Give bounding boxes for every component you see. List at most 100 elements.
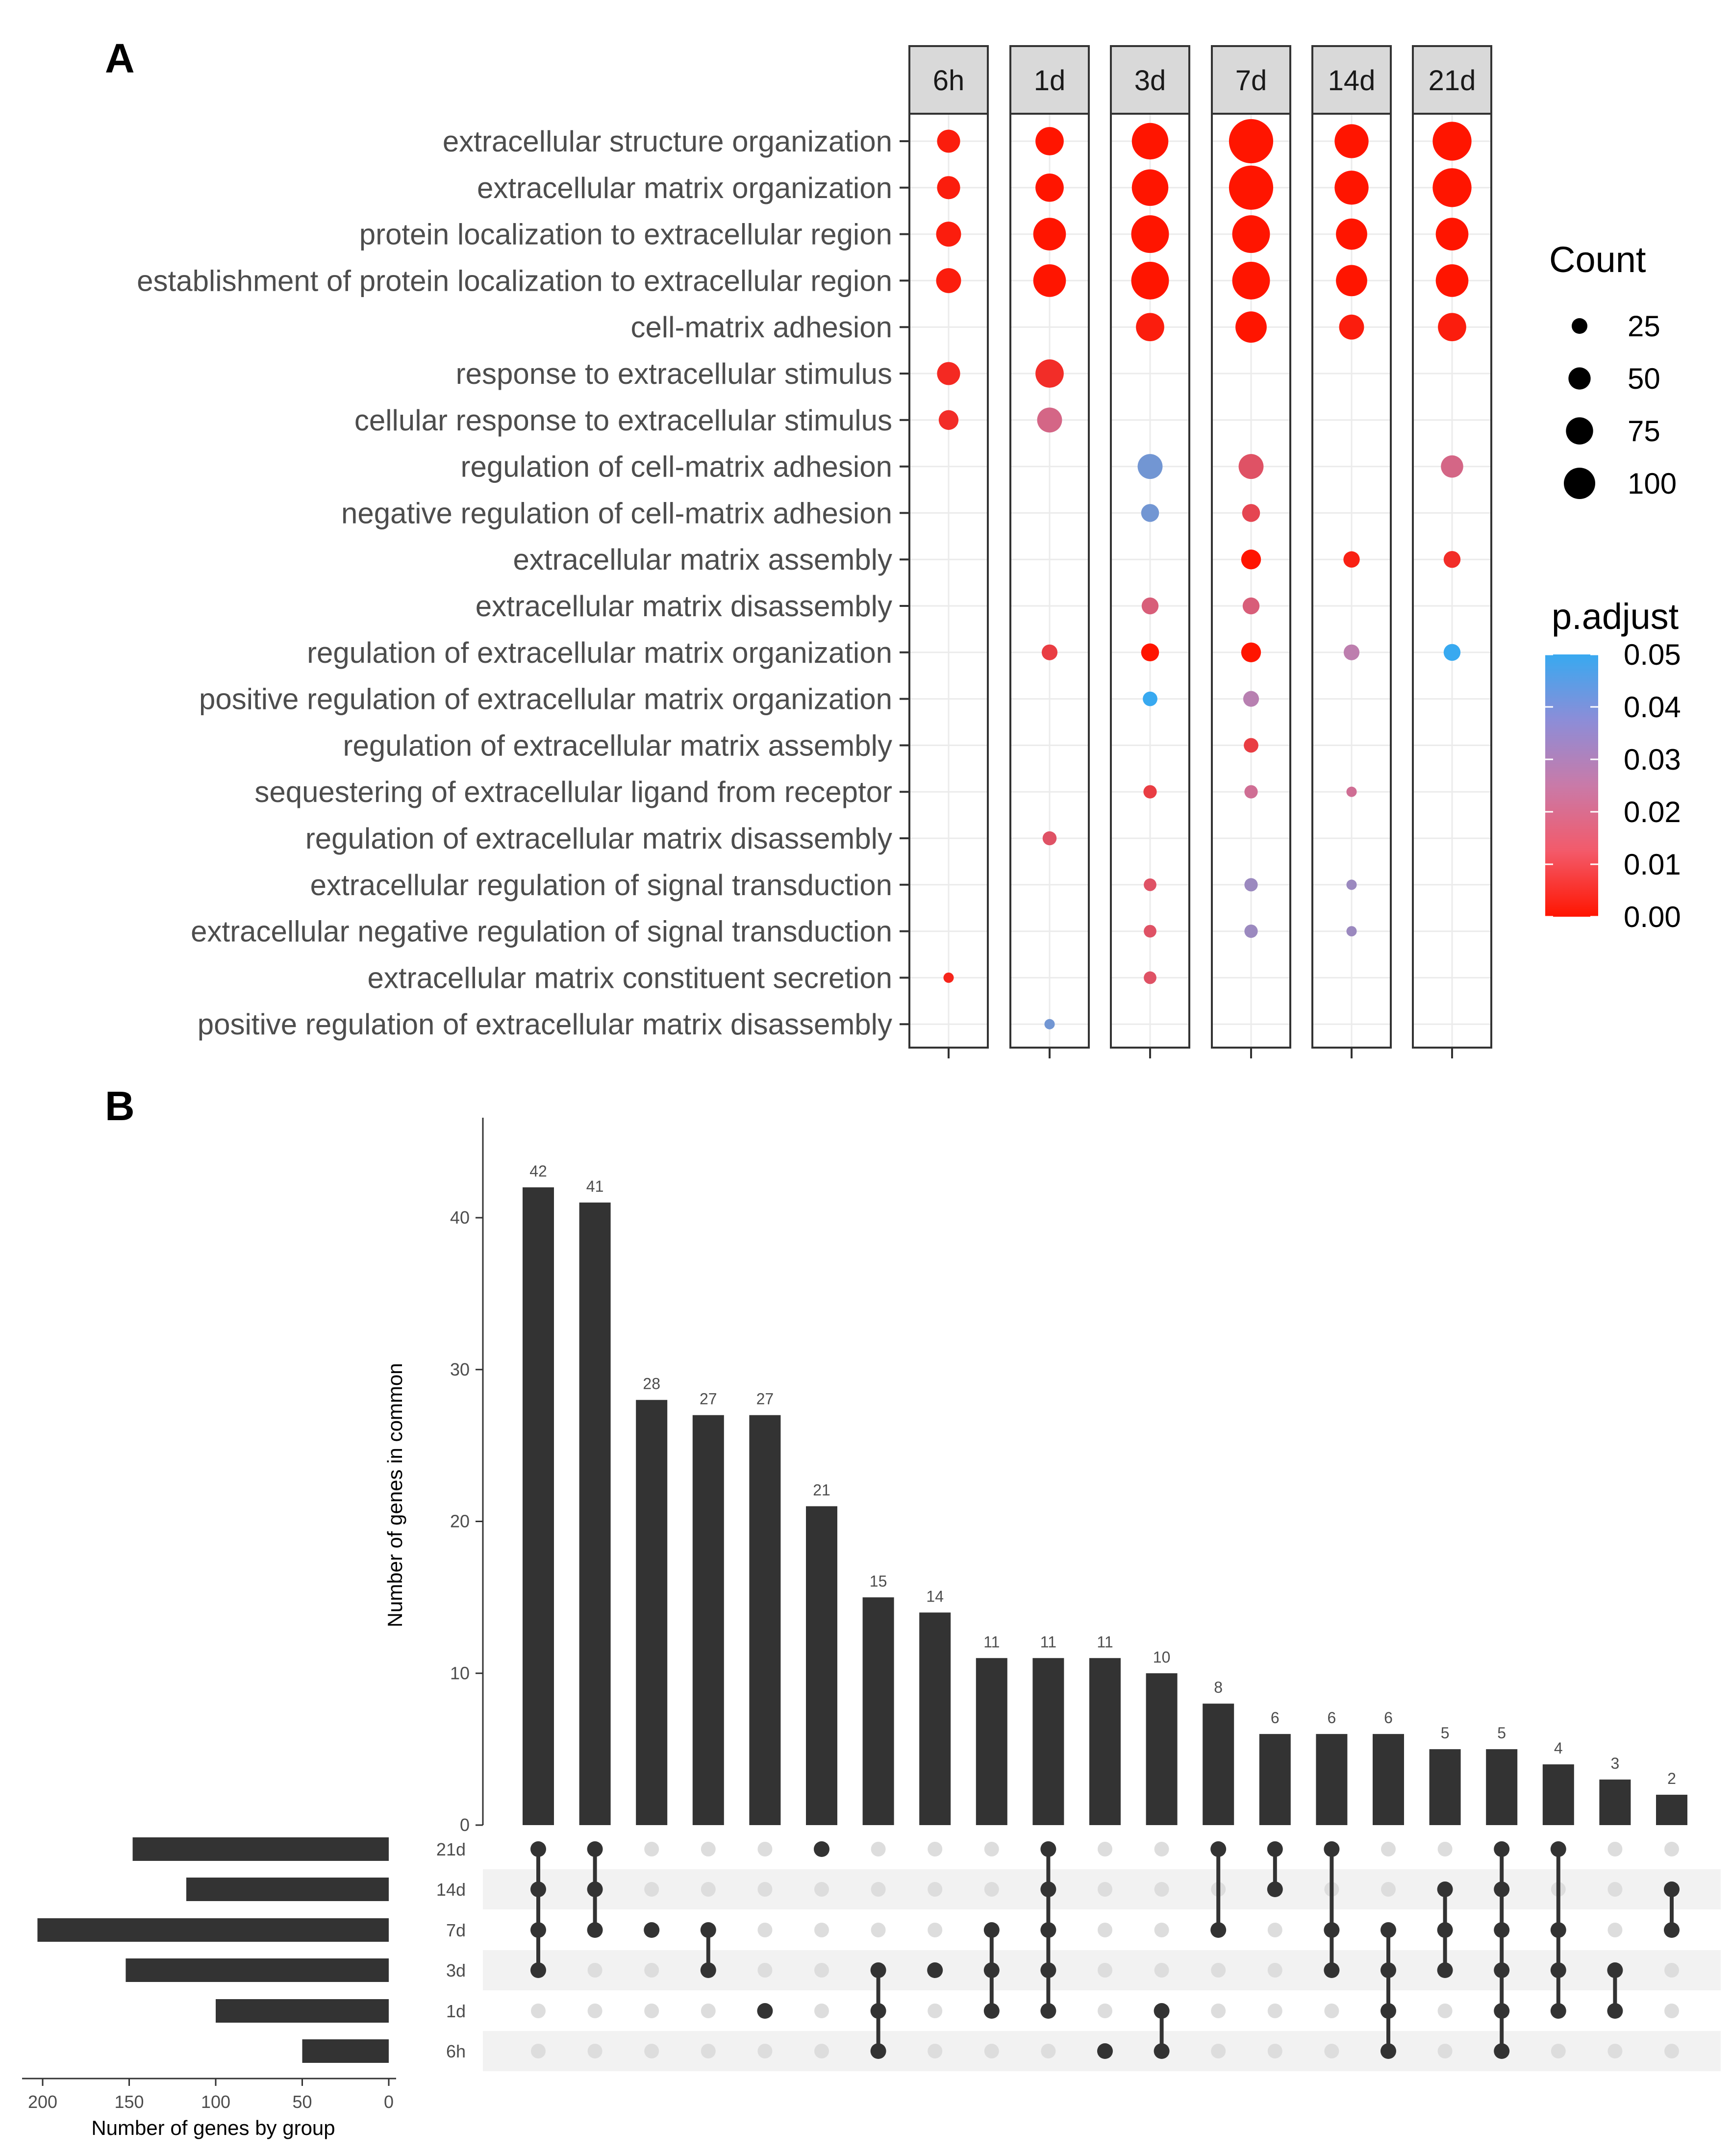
matrix-dot-empty <box>1154 1882 1169 1897</box>
dot-point <box>1435 264 1469 297</box>
dot-point <box>1244 785 1258 799</box>
count-legend-label: 25 <box>1628 310 1660 343</box>
matrix-dot-empty <box>1607 2044 1623 2058</box>
matrix-dot-empty <box>1324 2044 1339 2058</box>
dot-point <box>1042 831 1057 846</box>
set-axis-title: Number of genes by group <box>91 2116 335 2139</box>
matrix-dot-empty <box>587 2044 602 2058</box>
intersection-bar-label: 2 <box>1667 1770 1676 1787</box>
dot-point <box>1137 454 1163 479</box>
matrix-dot-filled <box>1664 1922 1680 1938</box>
count-legend-dot <box>1568 367 1591 390</box>
matrix-dot-filled <box>1550 1962 1566 1978</box>
facet-label: 7d <box>1235 65 1267 97</box>
matrix-dot-filled <box>870 1962 886 1978</box>
dot-point <box>1141 643 1159 662</box>
term-label: extracellular matrix disassembly <box>476 590 892 623</box>
intersection-bar <box>1316 1734 1348 1825</box>
matrix-dot-empty <box>1267 2004 1282 2018</box>
intersection-bar <box>1032 1658 1064 1825</box>
y-tick-label: 10 <box>450 1663 470 1683</box>
intersection-bar-label: 5 <box>1441 1724 1450 1742</box>
matrix-dot-filled <box>1494 2043 1510 2059</box>
count-legend-label: 75 <box>1628 415 1660 448</box>
intersection-bar <box>1599 1780 1631 1825</box>
p-adjust-legend-label: 0.02 <box>1624 796 1681 828</box>
p-adjust-colorbar <box>1545 654 1598 917</box>
term-label: establishment of protein localization to… <box>137 264 892 297</box>
matrix-dot-empty <box>1154 1963 1169 1978</box>
facet-strip <box>1311 45 1392 115</box>
intersection-bar <box>1486 1749 1518 1825</box>
dot-point <box>1334 124 1369 158</box>
count-legend-dot <box>1572 318 1587 334</box>
dot-point <box>1229 119 1274 164</box>
dot-point <box>1241 550 1261 570</box>
matrix-dot-filled <box>1040 1922 1056 1938</box>
matrix-dot-filled <box>1040 2003 1056 2019</box>
matrix-dot-filled <box>1437 1962 1453 1978</box>
matrix-dot-filled <box>1437 1881 1453 1897</box>
matrix-dot-empty <box>587 2004 602 2018</box>
p-adjust-legend-label: 0.00 <box>1624 901 1681 933</box>
facet-label: 21d <box>1429 65 1476 97</box>
matrix-dot-filled <box>1210 1841 1227 1857</box>
intersection-bar <box>862 1597 894 1825</box>
matrix-dot-empty <box>928 1842 943 1856</box>
matrix-dot-empty <box>1098 1963 1112 1978</box>
matrix-dot-empty <box>531 2004 546 2018</box>
p-adjust-legend-label: 0.05 <box>1624 638 1681 671</box>
matrix-dot-empty <box>1267 2044 1282 2058</box>
dot-point <box>1336 218 1367 250</box>
matrix-dot-filled <box>530 1922 546 1938</box>
intersection-bar <box>1656 1795 1687 1825</box>
matrix-dot-filled <box>870 2003 886 2019</box>
term-label: extracellular regulation of signal trans… <box>310 869 892 902</box>
dot-point <box>937 129 960 153</box>
intersection-bar <box>749 1415 781 1825</box>
matrix-dot-empty <box>1154 1923 1169 1937</box>
p-adjust-legend-label: 0.03 <box>1624 743 1681 776</box>
matrix-dot-empty <box>814 1923 829 1937</box>
facet-label: 14d <box>1328 65 1376 97</box>
matrix-dot-filled <box>983 2003 1000 2019</box>
intersection-bars: 42 41 28 27 27 21 15 14 11 11 11 10 8 6 6 6 5 5 4 3 2 <box>523 1162 1687 1825</box>
set-label: 7d <box>446 1920 466 1940</box>
term-label: negative regulation of cell-matrix adhes… <box>341 497 892 529</box>
dot-point <box>1131 169 1169 206</box>
dot-point <box>1229 165 1274 210</box>
dot-point <box>937 176 960 200</box>
term-label: regulation of extracellular matrix organ… <box>307 636 892 669</box>
count-legend-title: Count <box>1549 239 1646 280</box>
intersection-bar <box>1089 1658 1121 1825</box>
matrix-dot-filled <box>644 1922 660 1938</box>
matrix-dot-filled <box>530 1881 546 1897</box>
dot-point <box>1037 407 1062 433</box>
matrix-dot-empty <box>1607 1842 1623 1856</box>
dot-point <box>1143 691 1157 706</box>
matrix-dot-empty <box>1664 2044 1679 2058</box>
intersection-bar-label: 10 <box>1153 1648 1171 1666</box>
matrix-dot-filled <box>1381 2043 1396 2059</box>
dot-point <box>943 972 954 983</box>
y-tick-label: 30 <box>450 1359 470 1379</box>
intersection-bar-label: 6 <box>1384 1709 1393 1727</box>
matrix-dot-filled <box>1607 2003 1623 2019</box>
matrix-dot-empty <box>1041 2044 1056 2058</box>
matrix-dot-empty <box>1098 2004 1112 2018</box>
term-label: protein localization to extracellular re… <box>359 218 892 251</box>
matrix-dot-filled <box>1437 1922 1453 1938</box>
intersection-bar <box>1373 1734 1404 1825</box>
dot-point <box>1443 551 1461 568</box>
intersection-bar <box>1146 1673 1178 1825</box>
matrix-dot-empty <box>871 1923 886 1937</box>
matrix-dot-filled <box>1154 2003 1170 2019</box>
dot-point <box>1041 644 1058 660</box>
dot-point <box>1143 785 1157 799</box>
matrix-dot-filled <box>814 1841 829 1857</box>
matrix-dot-empty <box>928 2004 943 2018</box>
set-size-bar <box>186 1878 389 1901</box>
dot-point <box>1035 173 1064 202</box>
facet-strip <box>1009 45 1090 115</box>
matrix-dot-filled <box>1040 1841 1056 1857</box>
